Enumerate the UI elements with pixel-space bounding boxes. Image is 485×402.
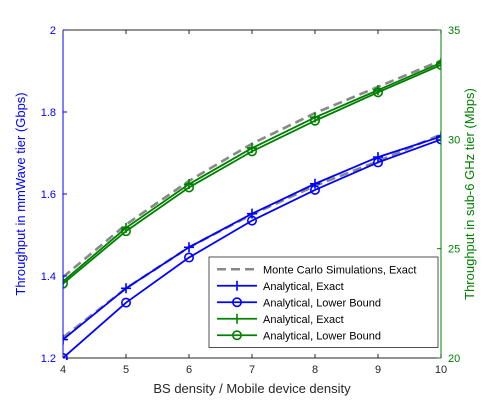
- y-left-tick-label: 1.6: [41, 189, 56, 201]
- data-point-circle-5-3: [247, 146, 258, 157]
- legend-label: Analytical, Lower Bound: [263, 330, 381, 342]
- series-line-1: [63, 59, 441, 279]
- data-point-circle-3-1: [121, 297, 132, 308]
- x-tick-label: 9: [375, 364, 381, 376]
- y-left-tick-label: 1.4: [41, 271, 56, 283]
- x-tick-label: 4: [60, 364, 66, 376]
- axes: 4 5 6 7 8 9 10 1.2 1.4 1.6 1.8 2 20 25 30 35 BS density …: [13, 25, 477, 396]
- data-point-plus-2-0: [63, 334, 68, 345]
- y-right-tick-label: 30: [448, 134, 460, 146]
- series-4: [63, 57, 441, 287]
- y-left-axis-title: Throughput in mmWave tier (Gbps): [13, 92, 28, 295]
- x-tick-label: 7: [249, 364, 255, 376]
- y-right-tick-label: 35: [448, 25, 460, 37]
- data-point-circle-3-4: [309, 184, 320, 195]
- legend-label: Analytical, Exact: [263, 314, 344, 326]
- legend-entry-2: Analytical, Lower Bound: [217, 297, 381, 309]
- x-tick-label: 8: [312, 364, 318, 376]
- y-right-tick-label: 20: [448, 353, 460, 365]
- data-point-plus-2-4: [310, 178, 320, 189]
- data-point-plus-2-5: [373, 152, 383, 163]
- legend-swatch-plus-marker: [232, 280, 242, 291]
- series-line-4: [63, 61, 441, 283]
- data-point-plus-2-2: [184, 242, 194, 253]
- legend-entry-1: Analytical, Exact: [217, 280, 344, 293]
- legend-label: Analytical, Exact: [263, 281, 344, 293]
- data-point-circle-3-2: [184, 252, 195, 263]
- x-axis-title: BS density / Mobile device density: [153, 381, 351, 396]
- legend-label: Monte Carlo Simulations, Exact: [263, 264, 416, 276]
- data-point-circle-5-4: [309, 115, 320, 126]
- legend-swatch-plus-marker: [232, 313, 242, 324]
- series-line-3: [63, 138, 441, 359]
- data-point-circle-3-5: [372, 157, 383, 168]
- y-left-tick-label: 1.2: [41, 353, 56, 365]
- series-line-5: [63, 64, 441, 285]
- data-point-circle-5-1: [121, 226, 132, 237]
- y-right-tick-label: 25: [448, 244, 460, 256]
- y-left-tick-label: 1.8: [41, 107, 56, 119]
- y-right-axis-title: Throughput in sub-6 GHz tier (Mbps): [462, 88, 477, 300]
- legend-entry-3: Analytical, Exact: [217, 313, 344, 326]
- y-left-tick-label: 2: [50, 25, 56, 37]
- legend-label: Analytical, Lower Bound: [263, 297, 381, 309]
- data-point-circle-5-0: [63, 278, 68, 289]
- legend: Monte Carlo Simulations, Exact Analytical…: [208, 256, 439, 348]
- plot-area: [63, 57, 441, 360]
- data-point-circle-3-3: [247, 215, 258, 226]
- series-1: [63, 59, 441, 279]
- x-tick-label: 5: [123, 364, 129, 376]
- x-tick-label: 10: [435, 364, 447, 376]
- series-5: [63, 59, 441, 289]
- data-point-circle-5-5: [372, 87, 383, 98]
- x-tick-label: 6: [186, 364, 192, 376]
- data-point-plus-2-1: [121, 283, 131, 294]
- legend-swatch-circle-marker: [232, 330, 243, 341]
- legend-entry-4: Analytical, Lower Bound: [217, 330, 381, 342]
- legend-swatch-circle-marker: [232, 297, 243, 308]
- data-point-circle-5-2: [184, 182, 195, 193]
- legend-entry-0: Monte Carlo Simulations, Exact: [217, 264, 416, 276]
